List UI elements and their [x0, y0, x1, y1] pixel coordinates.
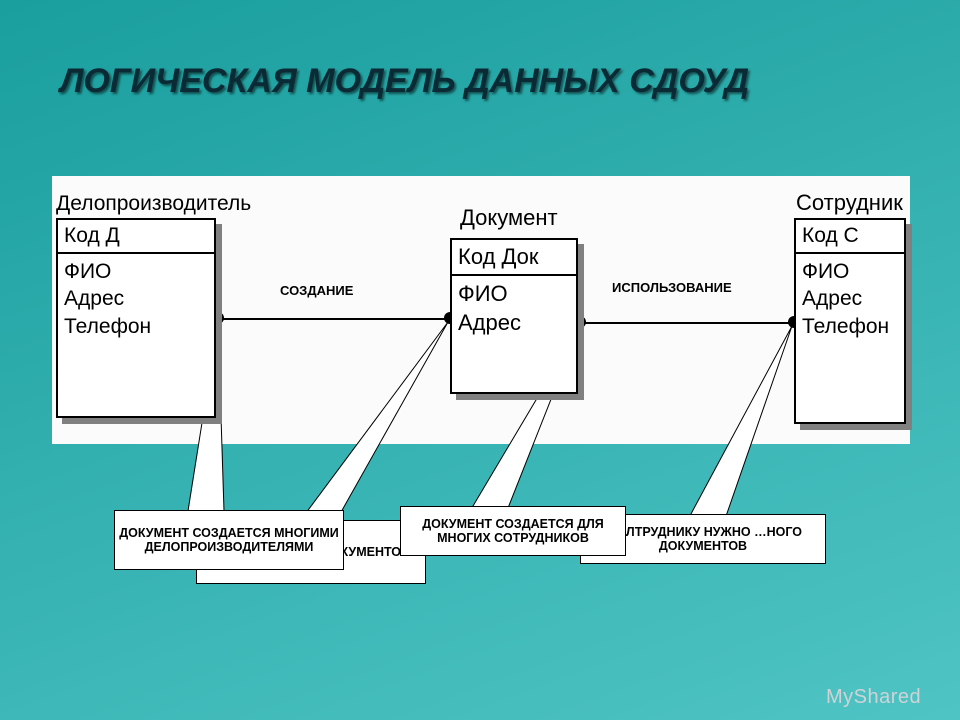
callout-text: ДОКУМЕНТ СОЗДАЕТСЯ МНОГИМИ ДЕЛОПРОИЗВОДИ…: [119, 526, 339, 555]
entity-title: Документ: [460, 205, 558, 231]
entity-box-clerk: Код Д ФИОАдресТелефон: [56, 218, 216, 418]
entity-attributes: ФИОАдрес: [452, 276, 576, 341]
entity-box-document: Код Док ФИОАдрес: [450, 238, 578, 394]
entity-key: Код С: [796, 220, 904, 254]
entity-attributes: ФИОАдресТелефон: [58, 254, 214, 344]
entity-key: Код Д: [58, 220, 214, 254]
entity-attributes: ФИОАдресТелефон: [796, 254, 904, 344]
entity-box-employee: Код С ФИОАдресТелефон: [794, 218, 906, 424]
relation-line: [580, 322, 794, 324]
relation-label: СОЗДАНИЕ: [280, 283, 353, 298]
relation-line: [218, 318, 450, 320]
entity-key: Код Док: [452, 240, 576, 276]
callout-box: ДОКУМЕНТ СОЗДАЕТСЯ ДЛЯ МНОГИХ СОТРУДНИКО…: [400, 506, 626, 556]
entity-title: Делопроизводитель: [56, 192, 251, 216]
callout-box: ДОКУМЕНТ СОЗДАЕТСЯ МНОГИМИ ДЕЛОПРОИЗВОДИ…: [114, 510, 344, 570]
slide-title: ЛОГИЧЕСКАЯ МОДЕЛЬ ДАННЫХ СДОУД: [60, 62, 749, 101]
watermark: MyShared: [826, 686, 921, 709]
callout-text: ДОКУМЕНТ СОЗДАЕТСЯ ДЛЯ МНОГИХ СОТРУДНИКО…: [405, 517, 621, 546]
entity-title: Сотрудник: [796, 190, 903, 216]
relation-label: ИСПОЛЬЗОВАНИЕ: [612, 280, 732, 295]
slide: ЛОГИЧЕСКАЯ МОДЕЛЬ ДАННЫХ СДОУД СОЗДАНИЕ …: [0, 0, 960, 720]
